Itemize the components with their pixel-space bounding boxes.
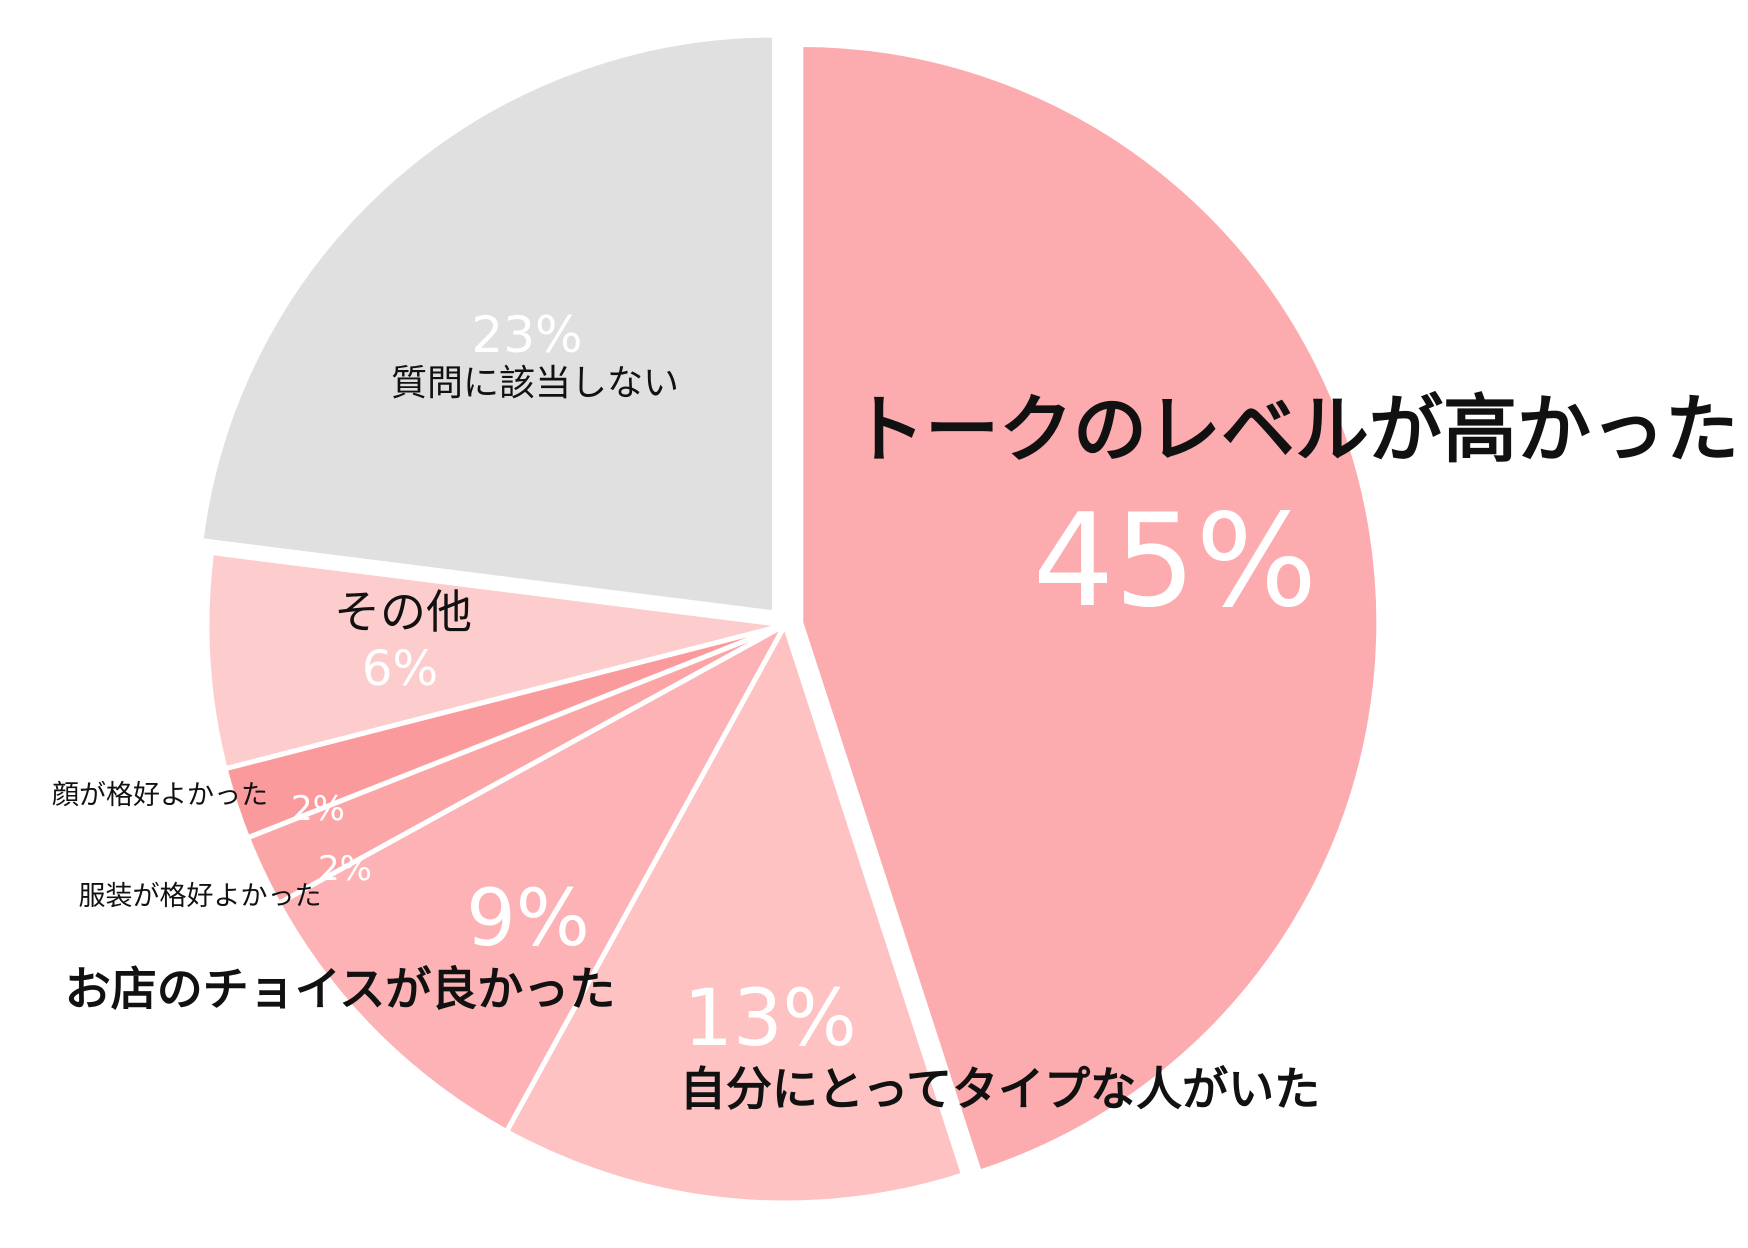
pie-slice-talk-level [798, 41, 1382, 1175]
pie-slices [198, 32, 1382, 1206]
slice-label-outfit: 服装が格好よかった [79, 881, 322, 912]
slice-percent-type-person: 13% [683, 974, 856, 1064]
slice-label-type-person: 自分にとってタイプな人がいた [680, 1062, 1320, 1116]
slice-percent-other: 6% [362, 641, 438, 697]
slice-label-shop-choice: お店のチョイスが良かった [65, 962, 616, 1016]
slice-label-other: その他 [334, 585, 472, 639]
pie-slice-shop-choice [275, 622, 788, 1135]
slice-label-face: 顔が格好よかった [52, 780, 268, 811]
slice-percent-talk-level: 45% [1033, 487, 1318, 636]
slice-percent-not-applicable: 23% [471, 306, 582, 364]
slice-label-not-applicable: 質問に該当しない [391, 363, 679, 404]
slice-percent-outfit: 2% [318, 849, 372, 889]
pie-slice-not-applicable [198, 32, 777, 616]
pie-slice-other [204, 550, 788, 772]
slice-percent-shop-choice: 9% [466, 874, 590, 964]
slice-percent-face: 2% [291, 789, 345, 829]
slice-label-talk-level: トークのレベルが高かった [851, 387, 1739, 473]
pie-slice-type-person [504, 622, 967, 1206]
